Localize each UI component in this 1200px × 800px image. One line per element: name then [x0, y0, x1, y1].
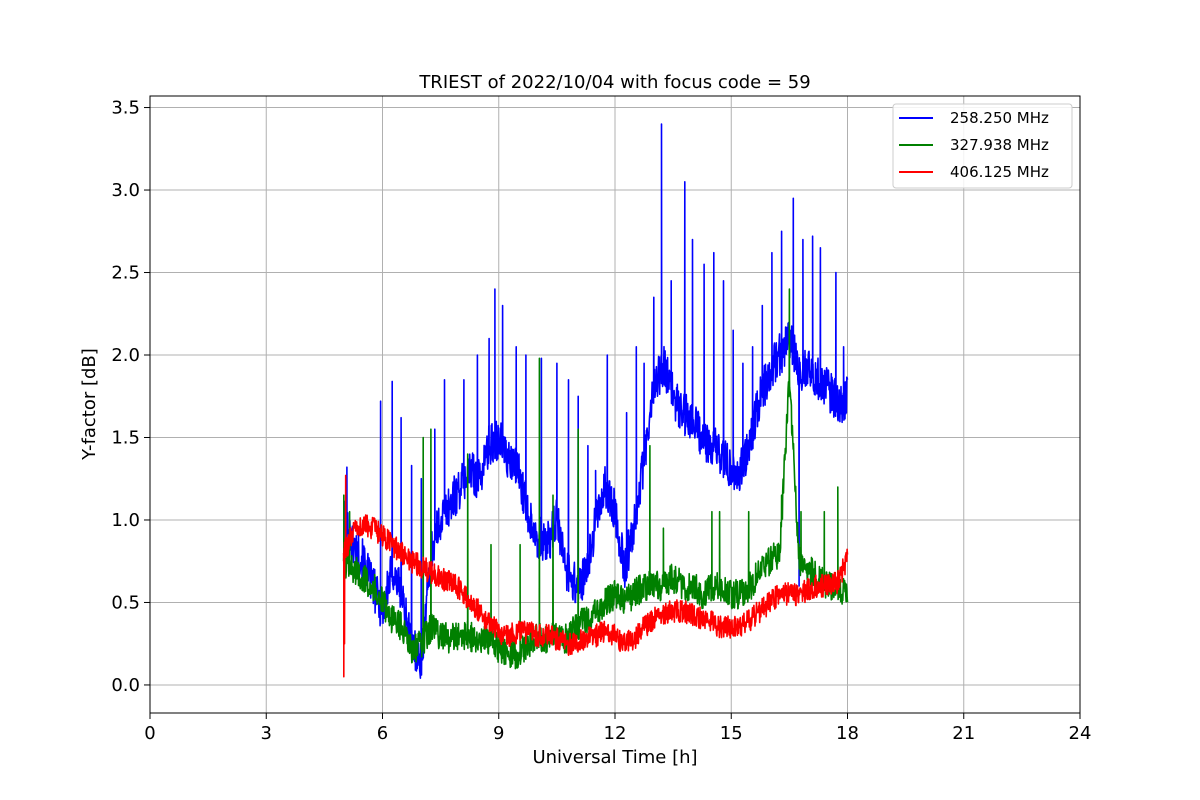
x-tick-label: 24 [1069, 723, 1092, 744]
y-tick-label: 2.0 [111, 345, 140, 366]
y-tick-label: 3.5 [111, 98, 140, 119]
legend-label-0: 258.250 MHz [950, 109, 1049, 127]
y-tick-label: 1.5 [111, 427, 140, 448]
series-layer [342, 123, 849, 679]
x-tick-label: 3 [261, 723, 272, 744]
chart-title: TRIEST of 2022/10/04 with focus code = 5… [418, 72, 810, 93]
y-tick-label: 2.5 [111, 263, 140, 284]
x-tick-label: 6 [377, 723, 388, 744]
x-tick-label: 9 [493, 723, 504, 744]
y-tick-label: 0.0 [111, 675, 140, 696]
y-axis-label: Y-factor [dB] [79, 348, 100, 461]
tick-layer: 0 3 6 9 12 15 18 21 24 0.0 0.5 1.0 1.5 2.0 2.5 3.0 3.5 [111, 98, 1091, 744]
legend: 258.250 MHz 327.938 MHz 406.125 MHz [892, 103, 1073, 189]
series-line-1 [342, 288, 849, 670]
x-tick-label: 12 [604, 723, 627, 744]
x-tick-label: 0 [144, 723, 155, 744]
series-line-2 [342, 474, 849, 678]
x-axis-label: Universal Time [h] [532, 747, 697, 768]
legend-label-2: 406.125 MHz [950, 163, 1049, 181]
x-tick-label: 21 [952, 723, 975, 744]
x-tick-label: 18 [836, 723, 859, 744]
y-tick-label: 0.5 [111, 592, 140, 613]
y-tick-label: 3.0 [111, 180, 140, 201]
legend-box [892, 103, 1073, 189]
x-tick-label: 15 [720, 723, 743, 744]
y-tick-label: 1.0 [111, 510, 140, 531]
series-line-0 [343, 123, 849, 679]
legend-label-1: 327.938 MHz [950, 136, 1049, 154]
